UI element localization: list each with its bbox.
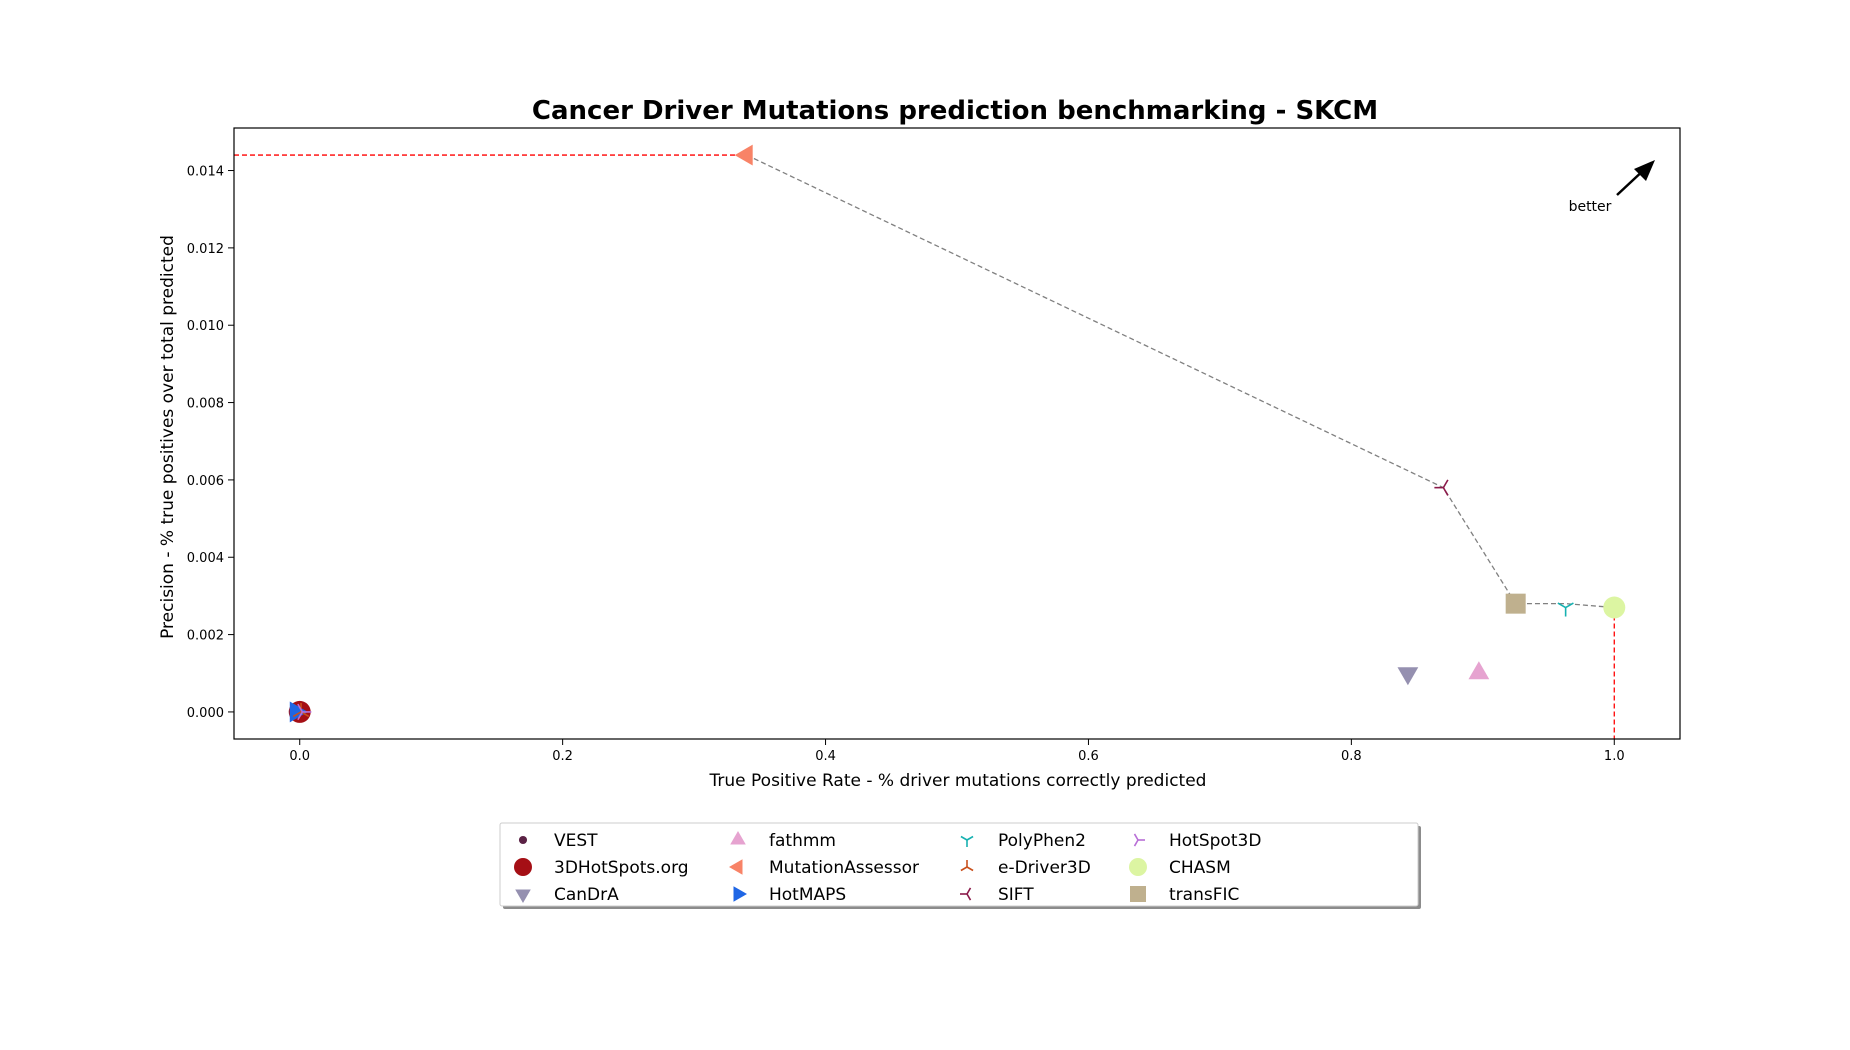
x-tick-label: 1.0	[1604, 749, 1625, 764]
point-polyphen2	[1557, 602, 1574, 617]
better-arrow-head	[1634, 160, 1655, 181]
legend-marker-transfic	[1130, 886, 1146, 902]
legend-box	[499, 822, 1419, 907]
legend-label-e-driver3d: e-Driver3D	[998, 858, 1091, 878]
y-tick-label: 0.002	[187, 629, 224, 644]
legend-label-candra: CanDrA	[554, 885, 619, 905]
x-axis-label: True Positive Rate - % driver mutations …	[709, 771, 1207, 791]
x-tick-label: 0.2	[552, 749, 573, 764]
y-tick-label: 0.000	[187, 706, 224, 721]
y-tick-label: 0.014	[187, 165, 224, 180]
legend-marker-fathmm	[730, 831, 746, 845]
legend-label-chasm: CHASM	[1169, 858, 1231, 878]
legend-marker-chasm	[1129, 858, 1147, 876]
legend-label-transfic: transFIC	[1169, 885, 1239, 905]
x-tick-label: 0.4	[815, 749, 836, 764]
legend-label-fathmm: fathmm	[769, 831, 836, 851]
legend-marker-hotmaps	[733, 886, 747, 902]
legend-marker-mutationassessor	[729, 859, 743, 875]
y-axis-label: Precision - % true positives over total …	[158, 235, 178, 639]
better-label: better	[1569, 199, 1612, 215]
point-candra	[1397, 667, 1419, 686]
better-annotation: better	[1569, 160, 1655, 215]
legend-label-3dhotspots-org: 3DHotSpots.org	[554, 858, 689, 878]
legend-marker-sift	[960, 887, 972, 901]
legend-label-vest: VEST	[554, 831, 598, 851]
legend-label-sift: SIFT	[998, 885, 1034, 905]
legend: VEST 3DHotSpots.org CanDrA fathmm MutationAs…	[499, 822, 1421, 909]
legend-label-mutationassessor: MutationAssessor	[769, 858, 919, 878]
x-tick-label: 0.0	[289, 749, 310, 764]
point-fathmm	[1468, 661, 1490, 680]
y-tick-label: 0.006	[187, 474, 224, 489]
plot-area: 0.0 0.2 0.4 0.6 0.8 1.0 0.000 0.002 0.004 0.006 0.…	[187, 144, 1626, 764]
x-tick-label: 0.8	[1341, 749, 1362, 764]
legend-marker-vest	[518, 835, 528, 845]
point-mutationassessor	[734, 144, 753, 166]
legend-label-hotspot3d: HotSpot3D	[1169, 831, 1261, 851]
point-chasm	[1603, 596, 1626, 619]
y-tick-label: 0.010	[187, 319, 224, 334]
y-tick-label: 0.012	[187, 242, 224, 257]
legend-marker-polyphen2	[960, 835, 974, 847]
legend-label-polyphen2: PolyPhen2	[998, 831, 1086, 851]
point-sift	[1434, 479, 1449, 496]
point-hotspot3d	[297, 703, 312, 721]
point-hotmaps	[289, 701, 308, 723]
y-tick-label: 0.008	[187, 397, 224, 412]
pareto-frontier-line	[746, 154, 1615, 609]
plot-frame	[233, 127, 1681, 740]
x-tick-label: 0.6	[1078, 749, 1099, 764]
point-transfic	[1505, 593, 1526, 614]
y-tick-label: 0.004	[187, 551, 224, 566]
chart-title: Cancer Driver Mutations prediction bench…	[532, 96, 1378, 126]
legend-marker-3dhotspots-org	[514, 858, 532, 876]
legend-marker-e-driver3d	[960, 860, 974, 872]
legend-marker-candra	[515, 889, 531, 903]
legend-label-hotmaps: HotMAPS	[769, 885, 846, 905]
legend-marker-hotspot3d	[1133, 833, 1145, 847]
